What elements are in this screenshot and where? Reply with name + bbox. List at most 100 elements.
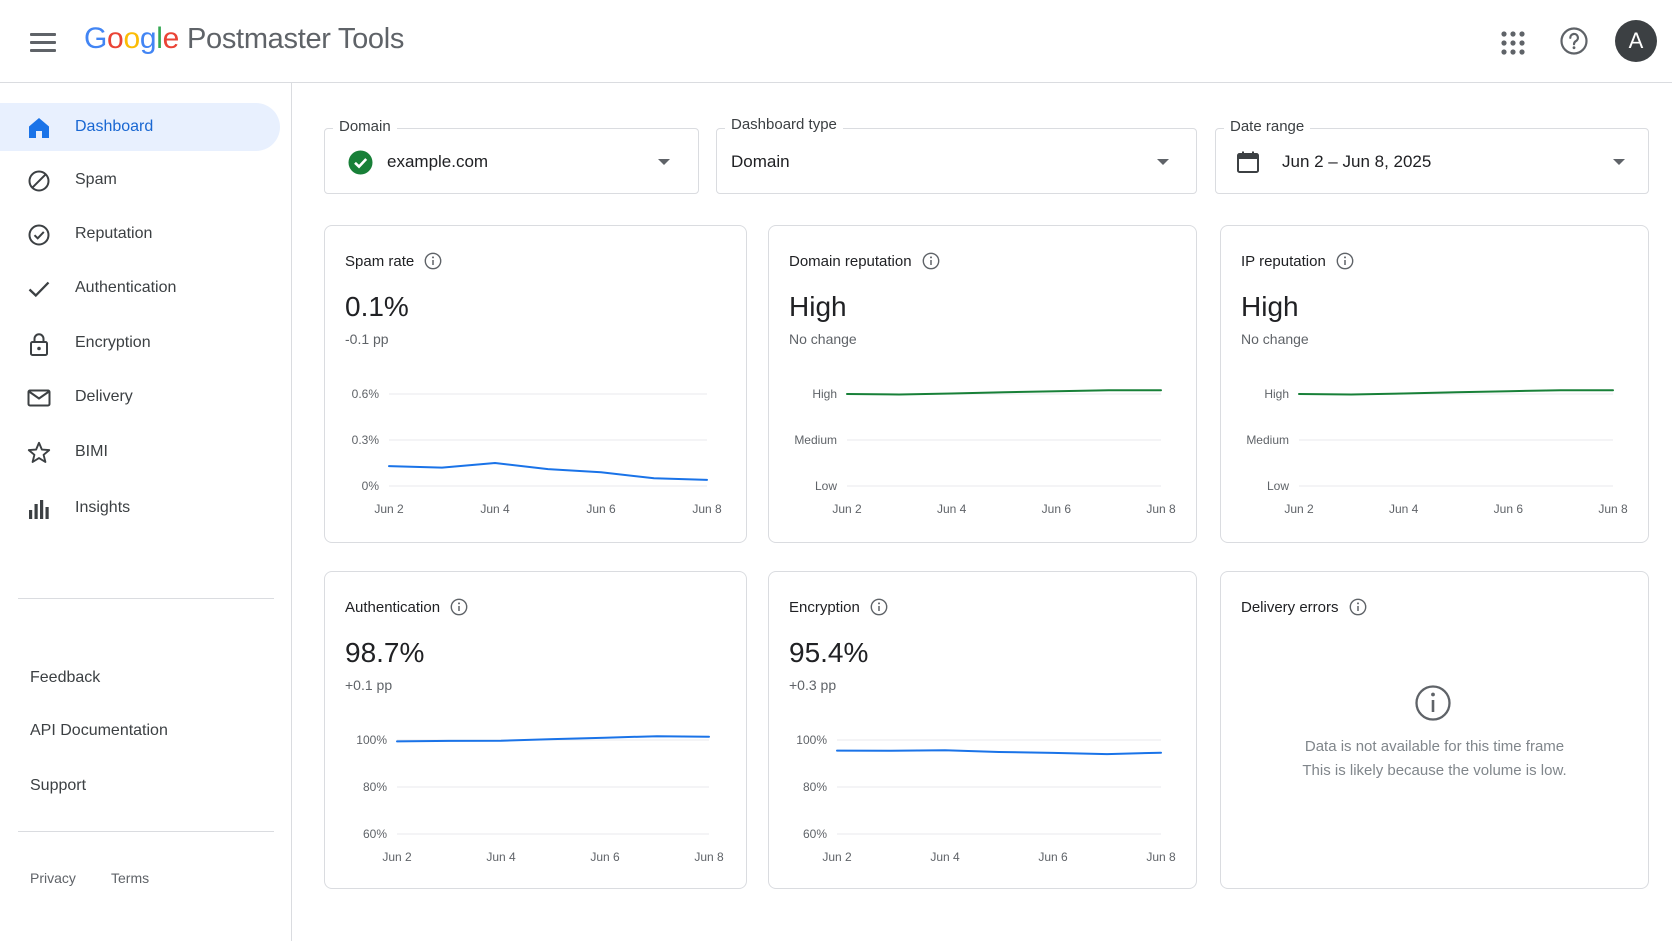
- empty-state-line: Data is not available for this time fram…: [1304, 738, 1565, 755]
- sidebar-item-spam[interactable]: Spam: [0, 156, 280, 204]
- x-tick-label: Jun 8: [1146, 850, 1176, 864]
- x-tick-label: Jun 4: [1389, 502, 1419, 516]
- terms-link[interactable]: Terms: [111, 870, 150, 886]
- domain-reputation-value: High: [789, 291, 847, 322]
- logo-letter: e: [162, 22, 180, 55]
- x-tick-label: Jun 8: [1598, 502, 1628, 516]
- y-tick-label: Low: [1267, 479, 1289, 493]
- sidebar-item-insights[interactable]: Insights: [0, 484, 280, 532]
- sidebar-item-encryption[interactable]: Encryption: [0, 319, 280, 367]
- y-tick-label: 60%: [363, 827, 387, 841]
- info-icon[interactable]: [1349, 598, 1367, 616]
- date-range-label: Date range: [1224, 118, 1311, 135]
- info-icon[interactable]: [424, 252, 442, 270]
- sidebar-item-label: Insights: [75, 499, 131, 516]
- delivery-errors-card[interactable]: Delivery errors Data is not available fo…: [1220, 571, 1649, 889]
- y-tick-label: Medium: [794, 433, 837, 447]
- date-range-value: Jun 2 – Jun 8, 2025: [1282, 152, 1432, 171]
- logo-letter: l: [156, 22, 163, 55]
- y-tick-label: 0.3%: [352, 433, 380, 447]
- x-tick-label: Jun 4: [930, 850, 960, 864]
- logo-letter: g: [139, 22, 157, 55]
- verified-check-icon: [348, 150, 373, 175]
- y-tick-label: 100%: [796, 733, 827, 747]
- dashboard-type-value: Domain: [731, 152, 790, 171]
- spam-rate-chart: 0% 0.3% 0.6% Jun 2 Jun 4 Jun 6 Jun 8: [352, 387, 722, 516]
- logo-letter: G: [84, 22, 108, 55]
- chevron-down-icon: [1157, 159, 1169, 165]
- info-icon: [1415, 685, 1451, 721]
- ip-reputation-title: IP reputation: [1241, 252, 1326, 270]
- authentication-card[interactable]: Authentication 98.7% +0.1 pp 60% 80% 100% J…: [324, 571, 747, 889]
- ip-reputation-card[interactable]: IP reputation High No change Low Medium Hi…: [1220, 225, 1649, 543]
- x-tick-label: Jun 4: [486, 850, 516, 864]
- y-tick-label: 80%: [363, 780, 387, 794]
- y-tick-label: 0%: [362, 479, 380, 493]
- y-tick-label: Medium: [1246, 433, 1289, 447]
- sidebar-item-label: Dashboard: [75, 118, 154, 135]
- authentication-value: 98.7%: [345, 637, 425, 668]
- encryption-card[interactable]: Encryption 95.4% +0.3 pp 60% 80% 100% Jun 2…: [768, 571, 1197, 889]
- mail-icon: [27, 389, 51, 407]
- ip-reputation-change: No change: [1241, 331, 1309, 347]
- sidebar-item-label: Reputation: [75, 225, 153, 242]
- menu-icon[interactable]: [26, 27, 60, 57]
- card-title: Authentication: [345, 598, 468, 616]
- authentication-chart: 60% 80% 100% Jun 2 Jun 4 Jun 6 Jun 8: [356, 733, 724, 864]
- apps-grid-icon[interactable]: [1497, 27, 1529, 59]
- domain-reputation-change: No change: [789, 331, 857, 347]
- help-icon[interactable]: [1558, 25, 1590, 57]
- x-tick-label: Jun 6: [1042, 502, 1072, 516]
- x-tick-label: Jun 6: [1494, 502, 1524, 516]
- sidebar-item-delivery[interactable]: Delivery: [0, 373, 280, 421]
- empty-state-line: This is likely because the volume is low…: [1302, 762, 1567, 779]
- spam-rate-card[interactable]: Spam rate 0.1% -0.1 pp 0% 0.3% 0.6% Jun 2 Ju…: [324, 225, 747, 543]
- series-line: [396, 735, 710, 743]
- sidebar-item-dashboard[interactable]: Dashboard: [0, 103, 280, 151]
- sidebar-item-authentication[interactable]: Authentication: [0, 264, 280, 312]
- x-tick-label: Jun 2: [1284, 502, 1314, 516]
- info-icon[interactable]: [922, 252, 940, 270]
- x-tick-label: Jun 2: [382, 850, 412, 864]
- star-icon: [27, 441, 51, 463]
- x-tick-label: Jun 4: [480, 502, 510, 516]
- calendar-icon: [1237, 151, 1259, 173]
- encryption-chart: 60% 80% 100% Jun 2 Jun 4 Jun 6 Jun 8: [796, 733, 1176, 864]
- x-tick-label: Jun 8: [1146, 502, 1176, 516]
- domain-reputation-title: Domain reputation: [789, 252, 912, 270]
- api-documentation-link[interactable]: API Documentation: [30, 722, 168, 739]
- avatar[interactable]: A: [1615, 20, 1657, 62]
- domain-select[interactable]: Domain example.com: [324, 118, 699, 194]
- spam-rate-value: 0.1%: [345, 291, 409, 322]
- card-title: Domain reputation: [789, 252, 940, 270]
- logo-letter: o: [123, 22, 140, 55]
- domain-reputation-card[interactable]: Domain reputation High No change Low Medi…: [768, 225, 1197, 543]
- card-title: Spam rate: [345, 252, 442, 270]
- x-tick-label: Jun 2: [832, 502, 862, 516]
- sidebar-item-reputation[interactable]: Reputation: [0, 210, 280, 258]
- encryption-title: Encryption: [789, 598, 860, 616]
- x-tick-label: Jun 6: [1038, 850, 1068, 864]
- x-tick-label: Jun 8: [692, 502, 722, 516]
- encryption-change: +0.3 pp: [789, 677, 837, 693]
- privacy-link[interactable]: Privacy: [30, 870, 76, 886]
- authentication-title: Authentication: [345, 598, 441, 616]
- support-link[interactable]: Support: [30, 777, 87, 794]
- lock-icon: [30, 333, 48, 356]
- feedback-link[interactable]: Feedback: [30, 669, 101, 686]
- date-range-select[interactable]: Date range Jun 2 – Jun 8, 2025: [1215, 118, 1649, 194]
- dashboard-type-select[interactable]: Dashboard type Domain: [716, 116, 1197, 194]
- y-tick-label: 100%: [356, 733, 387, 747]
- card-title: Delivery errors: [1241, 598, 1367, 616]
- info-icon[interactable]: [870, 598, 888, 616]
- info-icon[interactable]: [450, 598, 468, 616]
- check-circle-icon: [28, 224, 50, 246]
- logo-letter: o: [107, 22, 124, 55]
- sidebar-item-label: Authentication: [75, 279, 177, 296]
- card-title: IP reputation: [1241, 252, 1354, 270]
- series-line: [836, 749, 1162, 756]
- info-icon[interactable]: [1336, 252, 1354, 270]
- sidebar-item-label: Encryption: [75, 334, 151, 351]
- sidebar-item-bimi[interactable]: BIMI: [0, 428, 280, 476]
